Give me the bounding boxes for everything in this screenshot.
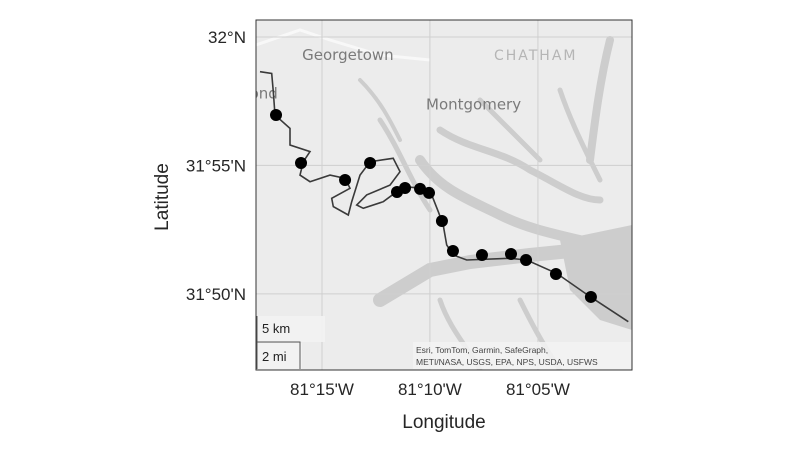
road [256,28,431,62]
lon-tick-label: 81°05'W [506,380,570,399]
place-label: Montgomery [426,95,521,113]
track-point-marker[interactable] [520,253,533,266]
scale-km-label: 5 km [262,321,290,336]
lat-tick-label: 31°50'N [186,285,246,304]
sound-water [560,225,632,330]
lon-tick-label: 81°15'W [290,380,354,399]
track-point-marker[interactable] [422,186,435,199]
track-point-marker[interactable] [435,214,448,227]
track-point-marker[interactable] [414,182,427,195]
attribution: Esri, TomTom, Garmin, SafeGraph, METI/NA… [413,342,631,369]
track-point-marker[interactable] [270,108,283,121]
track-point-marker[interactable] [504,247,517,260]
track-point-marker[interactable] [364,157,377,170]
y-axis-label: Latitude [152,163,173,231]
x-axis-label: Longitude [402,412,485,433]
scale-bar: 5 km 2 mi [256,316,325,369]
attribution-line-2: METI/NASA, USGS, EPA, NPS, USDA, USFWS [416,357,598,367]
scale-mi-label: 2 mi [262,349,287,364]
track-point-marker[interactable] [399,182,412,195]
track-point-marker[interactable] [549,267,562,280]
lat-tick-label: 31°55'N [186,156,246,175]
lat-tick-label: 32°N [208,28,246,47]
track-point-marker[interactable] [446,245,459,258]
place-label: Georgetown [302,46,394,64]
graticule [256,20,632,370]
attribution-line-1: Esri, TomTom, Garmin, SafeGraph, [416,345,548,355]
map-frame [255,19,633,371]
lon-tick-label: 81°10'W [398,380,462,399]
axis-ticks: 81°15'W 81°10'W 81°05'W 32°N 31°55'N 31°50'N [186,28,570,399]
track-point-marker[interactable] [295,157,308,170]
track-point-marker[interactable] [339,173,352,186]
track-point-marker[interactable] [475,249,488,262]
track-point-marker[interactable] [584,290,597,303]
track-points [270,108,597,303]
place-label: CHATHAM [494,48,578,64]
